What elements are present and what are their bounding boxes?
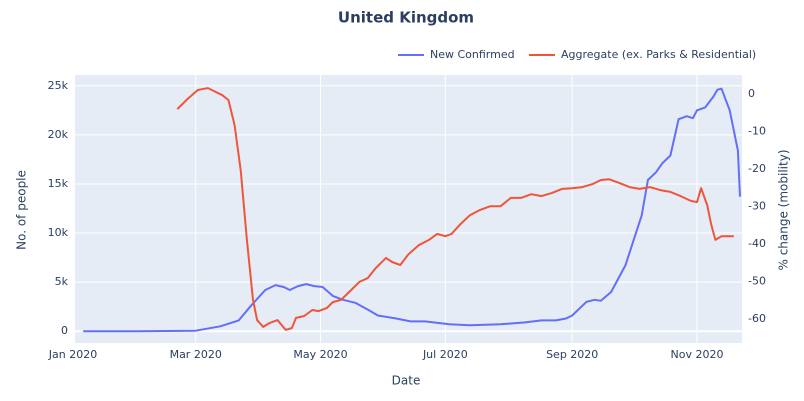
series-line bbox=[83, 87, 741, 333]
x-tick-label: Mar 2020 bbox=[170, 348, 222, 361]
y-axis-title: No. of people bbox=[15, 170, 29, 250]
y2-tick-label: -20 bbox=[748, 162, 766, 175]
x-axis-title: Date bbox=[392, 374, 421, 388]
y-tick-label: 25k bbox=[48, 79, 69, 92]
y2-tick-label: -30 bbox=[748, 200, 766, 213]
y-tick-label: 15k bbox=[48, 177, 69, 190]
x-tick-label: Sep 2020 bbox=[546, 348, 598, 361]
y2-axis-title: % change (mobility) bbox=[777, 149, 791, 270]
x-tick-label: Nov 2020 bbox=[671, 348, 724, 361]
legend-label: New Confirmed bbox=[430, 48, 515, 61]
y2-tick-label: -10 bbox=[748, 125, 766, 138]
marks bbox=[83, 87, 741, 333]
y-tick-label: 10k bbox=[48, 226, 69, 239]
legend-label: Aggregate (ex. Parks & Residential) bbox=[561, 48, 756, 61]
grid bbox=[75, 75, 742, 343]
chart-title: United Kingdom bbox=[338, 9, 474, 27]
y2-tick-label: 0 bbox=[748, 87, 755, 100]
y2-tick-label: -40 bbox=[748, 237, 766, 250]
x-tick-label: Jul 2020 bbox=[422, 348, 468, 361]
series-line bbox=[176, 87, 734, 331]
x-tick-label: Jan 2020 bbox=[48, 348, 97, 361]
y-tick-label: 5k bbox=[55, 275, 69, 288]
y-tick-label: 0 bbox=[61, 324, 68, 337]
x-tick-label: May 2020 bbox=[293, 348, 347, 361]
y2-tick-label: -50 bbox=[748, 275, 766, 288]
y2-tick-label: -60 bbox=[748, 312, 766, 325]
plot-area bbox=[75, 75, 742, 343]
y-tick-label: 20k bbox=[48, 128, 69, 141]
